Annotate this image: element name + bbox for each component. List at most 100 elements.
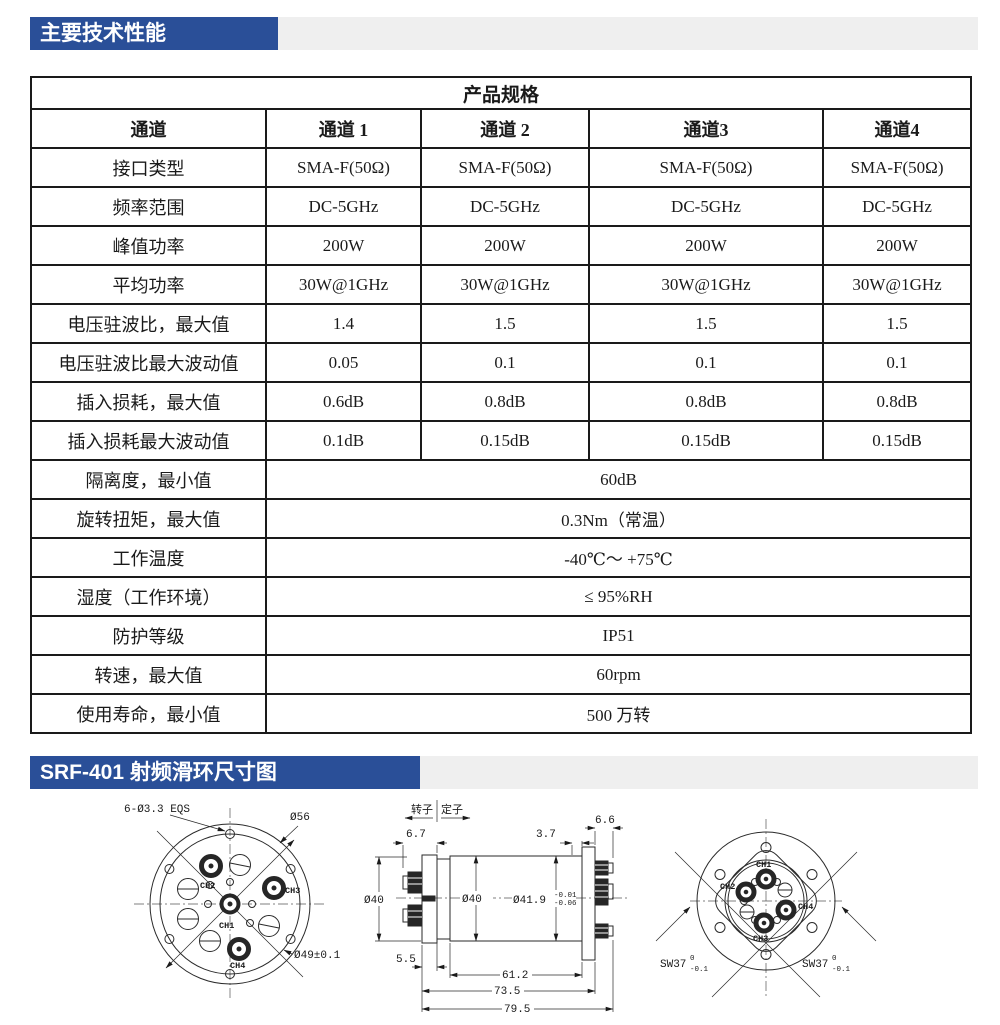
row-label: 频率范围: [30, 186, 267, 227]
col-header: 通道3: [588, 108, 824, 149]
table-row: 隔离度，最小值 60dB: [30, 459, 973, 500]
table-row: 频率范围 DC-5GHz DC-5GHz DC-5GHz DC-5GHz: [30, 186, 973, 227]
cell: 0.8dB: [588, 381, 824, 422]
cell: 0.15dB: [588, 420, 824, 461]
cell: 0.15dB: [821, 420, 973, 461]
table-row: 工作温度 -40℃～ +75℃: [30, 537, 973, 578]
cell: 0.05: [265, 342, 422, 383]
cell: 0.1: [588, 342, 824, 383]
rotor-label: 转子: [411, 802, 433, 816]
cell: 0.6dB: [265, 381, 422, 422]
table-row: 平均功率 30W@1GHz 30W@1GHz 30W@1GHz 30W@1GHz: [30, 264, 973, 305]
side-view-drawing: 转子 定子 6.7 3.7 6.6 Ø40 Ø40 Ø41.9 -0.01 -0…: [363, 800, 628, 1016]
channel-label: CH1: [756, 860, 771, 870]
dim-plate: 5.5: [396, 954, 416, 966]
dia-spigot-tol-lower: -0.06: [554, 900, 577, 908]
dim-body-len: 61.2: [502, 970, 528, 982]
section-bar-performance: 主要技术性能: [30, 17, 978, 50]
cell: 60rpm: [264, 654, 973, 695]
table-row: 转速，最大值 60rpm: [30, 654, 973, 695]
channel-label: CH1: [219, 921, 234, 931]
table-row: 插入损耗，最大值 0.6dB 0.8dB 0.8dB 0.8dB: [30, 381, 973, 422]
cell: IP51: [264, 615, 973, 656]
table-row: 峰值功率 200W 200W 200W 200W: [30, 225, 973, 266]
spec-table: 产品规格 通道 通道 1 通道 2 通道3 通道4 接口类型 SMA-F(50Ω…: [29, 76, 973, 734]
dim-rotor-len: 6.7: [406, 829, 426, 841]
cell: DC-5GHz: [420, 186, 590, 227]
dim-sw-left-tol-lower: -0.1: [690, 966, 709, 974]
col-header: 通道4: [821, 108, 973, 149]
dim-sw-right-tol-upper: 0: [832, 955, 837, 963]
cell: 200W: [821, 225, 973, 266]
row-label: 插入损耗最大波动值: [30, 420, 267, 461]
row-label: 转速，最大值: [30, 654, 267, 695]
section-title-performance: 主要技术性能: [30, 17, 278, 50]
col-header: 通道 2: [420, 108, 590, 149]
screw-icon: [739, 882, 793, 920]
stator-connector-icon: [594, 860, 614, 939]
row-label: 使用寿命，最小值: [30, 693, 267, 734]
row-label: 插入损耗，最大值: [30, 381, 267, 422]
table-row: 插入损耗最大波动值 0.1dB 0.15dB 0.15dB 0.15dB: [30, 420, 973, 461]
cell: 0.1dB: [265, 420, 422, 461]
dim-gap: 3.7: [536, 829, 556, 841]
cell: -40℃～ +75℃: [264, 537, 973, 578]
cell: 0.8dB: [420, 381, 590, 422]
cell: 200W: [588, 225, 824, 266]
dim-nut: 6.6: [595, 815, 615, 827]
cell: 0.1: [420, 342, 590, 383]
row-label: 湿度（工作环境）: [30, 576, 267, 617]
cell: SMA-F(50Ω): [588, 147, 824, 188]
cell: 60dB: [264, 459, 973, 500]
table-row: 接口类型 SMA-F(50Ω) SMA-F(50Ω) SMA-F(50Ω) SM…: [30, 147, 973, 188]
table-row: 防护等级 IP51: [30, 615, 973, 656]
dim-sw-left: SW37: [660, 959, 686, 971]
screw-icon: [177, 854, 280, 952]
rotor-connector-icon: [402, 871, 436, 927]
cell: SMA-F(50Ω): [420, 147, 590, 188]
table-title-row: 产品规格: [29, 76, 973, 110]
cell: 0.3Nm（常温）: [264, 498, 973, 539]
cell: 1.5: [420, 303, 590, 344]
row-label: 电压驻波比最大波动值: [30, 342, 267, 383]
row-label: 工作温度: [30, 537, 267, 578]
table-header-row: 通道 通道 1 通道 2 通道3 通道4: [30, 108, 973, 149]
row-label: 峰值功率: [30, 225, 267, 266]
cell: 200W: [420, 225, 590, 266]
table-row: 电压驻波比最大波动值 0.05 0.1 0.1 0.1: [30, 342, 973, 383]
cell: 1.5: [821, 303, 973, 344]
dia-left: Ø40: [364, 895, 384, 907]
cell: ≤ 95%RH: [264, 576, 973, 617]
cell: 30W@1GHz: [821, 264, 973, 305]
row-label: 平均功率: [30, 264, 267, 305]
cell: 30W@1GHz: [588, 264, 824, 305]
cell: 500 万转: [264, 693, 973, 734]
dia-body: Ø40: [462, 894, 482, 906]
front-view-drawing: CH1 CH2 CH3 CH4 6-Ø3.3 EQS Ø56 Ø49±0.1: [124, 804, 341, 1000]
rear-view-drawing: CH1 CH2 CH3 CH4 SW37 0 -0.1 SW37 0 -0.1: [655, 819, 877, 998]
col-header: 通道 1: [265, 108, 422, 149]
cell: 200W: [265, 225, 422, 266]
stator-label: 定子: [441, 802, 463, 816]
dim-bolt-holes: 6-Ø3.3 EQS: [124, 804, 190, 816]
dim-bolt-circle: Ø49±0.1: [294, 950, 341, 962]
cell: 1.4: [265, 303, 422, 344]
cell: SMA-F(50Ω): [265, 147, 422, 188]
table-row: 旋转扭矩，最大值 0.3Nm（常温）: [30, 498, 973, 539]
coax-connector-icon: [199, 854, 286, 961]
dim-len2: 73.5: [494, 986, 520, 998]
row-label: 隔离度，最小值: [30, 459, 267, 500]
cell: DC-5GHz: [588, 186, 824, 227]
dim-sw-right: SW37: [802, 959, 828, 971]
channel-label: CH4: [230, 961, 245, 971]
row-label: 电压驻波比，最大值: [30, 303, 267, 344]
dia-spigot-tol-upper: -0.01: [554, 892, 577, 900]
cell: 0.15dB: [420, 420, 590, 461]
table-row: 湿度（工作环境） ≤ 95%RH: [30, 576, 973, 617]
cell: 0.1: [821, 342, 973, 383]
section-bar-dimensions: SRF-401 射频滑环尺寸图: [30, 756, 978, 789]
channel-label: CH2: [720, 882, 735, 892]
channel-label: CH3: [285, 886, 300, 896]
cell: 30W@1GHz: [265, 264, 422, 305]
table-title: 产品规格: [29, 76, 973, 110]
